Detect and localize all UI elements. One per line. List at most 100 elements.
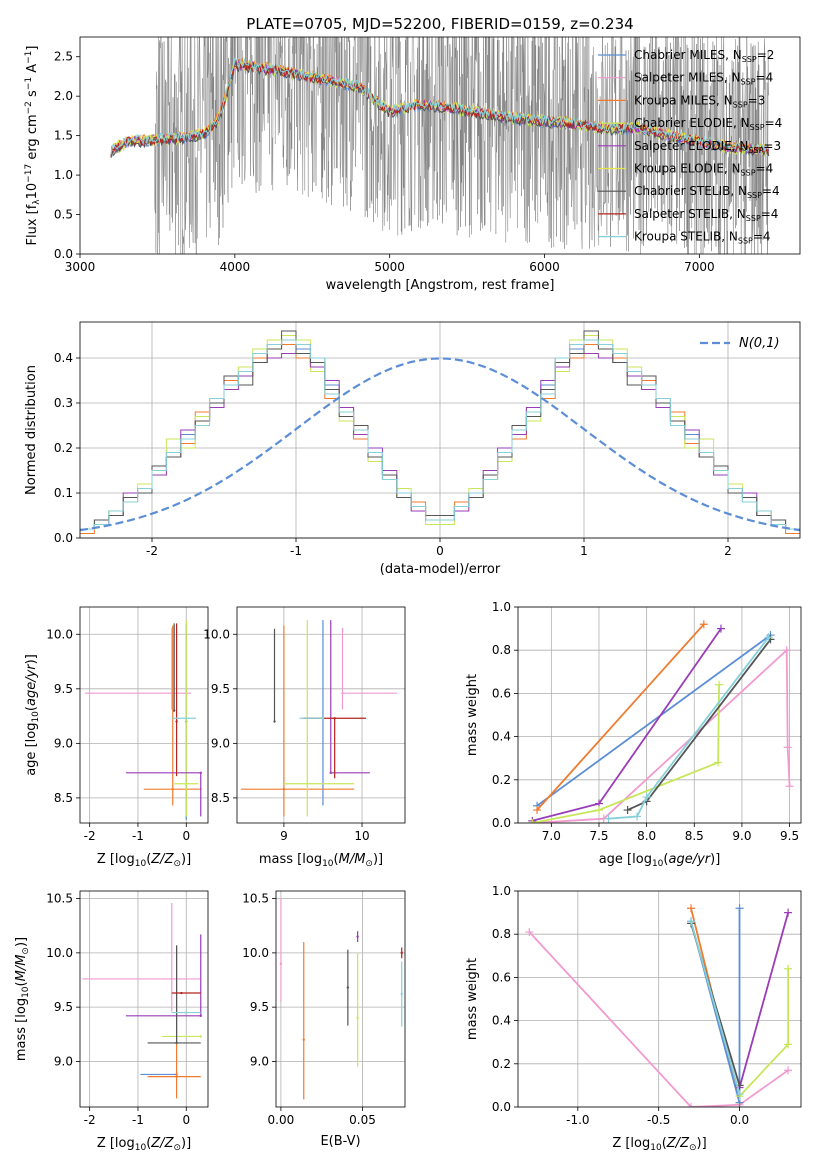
legend-entry: Salpeter STELIB, NSSP=4: [634, 207, 778, 223]
legend-entry: Chabrier STELIB, NSSP=4: [634, 184, 780, 200]
normal-curve-line: [80, 357, 800, 532]
panel-residuals: -2 -1 0 1 2 0.0 0.1 0.2 0.3 0.4 N(0,1) (data-model)…: [24, 321, 801, 577]
legend-entry: Kroupa ELODIE, NSSP=4: [634, 162, 773, 178]
data-point: [341, 691, 344, 695]
y-tick-label: 0.3: [54, 396, 73, 410]
x-tick-label: 9.5: [780, 829, 799, 843]
x-tick-label: 9.0: [732, 829, 751, 843]
label-part: ⊙: [173, 1143, 181, 1153]
model-spectrum-line: [110, 57, 770, 155]
x-axis-label: Z [log10(Z/Z⊙)]: [97, 852, 191, 869]
panel-mass-weight-vs-age: 7.0 7.5 8.0 8.5 9.0 9.5 0.0 0.2 0.4 0.6 0.8 1.0 age …: [465, 600, 802, 869]
x-tick-label: 9: [280, 829, 288, 843]
data-point: [329, 771, 332, 775]
legend-entry: Salpeter ELODIE, NSSP=3: [634, 139, 781, 155]
data-marker: [735, 904, 744, 913]
data-marker: [687, 904, 696, 913]
series-line: [690, 920, 741, 1095]
series-line: [738, 912, 789, 1088]
x-axis-label: mass [log10(M/M⊙)]: [259, 852, 383, 869]
label-part: ⊙: [173, 859, 181, 869]
data-marker: [687, 1103, 696, 1107]
data-marker: [782, 646, 791, 655]
data-marker: [715, 680, 724, 689]
y-tick-label: 9.5: [54, 1000, 73, 1014]
legend-entry: Chabrier MILES, NSSP=2: [634, 48, 774, 64]
plot-area: [240, 620, 398, 817]
data-point: [185, 717, 188, 720]
x-tick-label: 4000: [220, 260, 251, 274]
series-line: [536, 634, 772, 807]
plot-area: [110, 37, 770, 254]
series-line: [532, 628, 722, 822]
y-axis-label: mass weight: [465, 674, 480, 756]
label-part: (: [663, 852, 668, 867]
x-tick-label: 7.0: [542, 829, 561, 843]
axes-frame: [517, 890, 802, 1108]
ylabel-part: 10: [25, 183, 40, 200]
plot-area: [80, 330, 800, 534]
label-part: )]: [373, 852, 383, 867]
data-point: [185, 782, 188, 785]
ylabel-sup: −2: [24, 101, 34, 114]
y-tick-label: 0.1: [54, 486, 73, 500]
y-tick-label: 0.2: [492, 773, 511, 787]
panel-mass-weight-vs-Z: -1.0 -0.5 0.0 0.0 0.2 0.4 0.6 0.8 1.0 Z [log10(Z/…: [465, 884, 802, 1153]
series-line: [738, 968, 789, 1097]
label-part: age/yr: [24, 663, 39, 706]
panel-mass-vs-Z: -2 -1 09.09.510.010.5Z [log10(Z/Z⊙)]mass […: [14, 890, 209, 1153]
x-axis-label: E(B-V): [320, 1134, 360, 1149]
label-part: 10: [322, 859, 334, 869]
x-tick-label: 7000: [684, 260, 715, 274]
x-tick-label: 10: [354, 829, 369, 843]
x-tick-label: -1: [290, 544, 302, 558]
y-tick-label: 1.5: [54, 129, 73, 143]
legend-entry: Chabrier ELODIE, NSSP=4: [634, 116, 782, 132]
label-part: age [log: [24, 723, 39, 776]
legend-count: =4: [762, 184, 780, 198]
model-spectrum-line: [110, 62, 770, 158]
legend-count: =4: [761, 207, 779, 221]
label-part: ⊙: [21, 947, 31, 955]
data-marker: [642, 793, 651, 802]
y-tick-label: 10.0: [203, 627, 230, 641]
label-part: Z/Z: [666, 1136, 690, 1151]
y-tick-label: 0.0: [492, 816, 511, 830]
axes-frame: [79, 890, 209, 1108]
label-part: )]: [14, 937, 29, 947]
x-axis-label: (data-model)/error: [380, 562, 501, 577]
data-point: [356, 1016, 359, 1020]
plot-area: [525, 904, 793, 1107]
data-marker: [784, 1066, 793, 1075]
label-part: mass [log: [259, 852, 322, 867]
label-part: )]: [181, 852, 191, 867]
data-point: [175, 720, 178, 723]
data-marker: [785, 782, 794, 791]
data-point: [175, 1075, 178, 1078]
y-tick-label: 2.5: [54, 50, 73, 64]
x-tick-label: 8.5: [685, 829, 704, 843]
label-part: M/M: [14, 955, 29, 982]
x-axis-label: wavelength [Angstrom, rest frame]: [326, 278, 555, 293]
y-tick-label: 0.2: [54, 441, 73, 455]
legend-count: =3: [748, 93, 766, 107]
label-part: (: [662, 1136, 667, 1151]
x-tick-label: -2: [84, 829, 96, 843]
data-point: [302, 1038, 305, 1041]
legend-entry: Kroupa STELIB, NSSP=4: [634, 230, 771, 246]
histogram-step-line: [80, 335, 800, 530]
data-marker: [716, 624, 725, 633]
y-tick-label: 0.6: [492, 686, 511, 700]
label-part: )]: [181, 1136, 191, 1151]
y-axis-label: Normed distribution: [24, 365, 39, 495]
data-point: [321, 717, 325, 720]
label-part: 10: [135, 1143, 147, 1153]
ylabel-sup: −1: [24, 51, 34, 64]
y-tick-label: 8.5: [211, 791, 230, 805]
y-tick-label: 0.4: [492, 1014, 511, 1028]
x-tick-label: 3000: [65, 260, 96, 274]
axes-frame: [275, 890, 406, 1108]
data-point: [306, 782, 309, 785]
ylabel-part: ]: [25, 46, 40, 51]
